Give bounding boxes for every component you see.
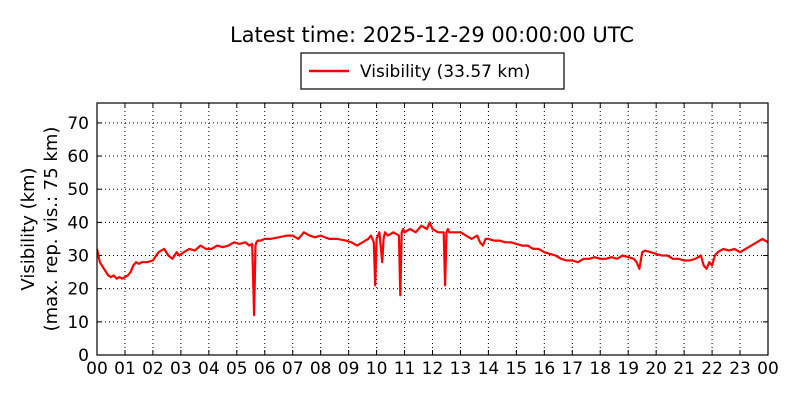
x-tick-label: 22: [701, 359, 723, 379]
x-tick-label: 15: [506, 359, 528, 379]
y-axis-label: Visibility (km): [18, 167, 39, 290]
x-tick-label: 04: [198, 359, 220, 379]
x-tick-label: 06: [254, 359, 276, 379]
x-tick-label: 11: [394, 359, 416, 379]
x-tick-label: 13: [450, 359, 472, 379]
x-tick-label: 14: [478, 359, 500, 379]
legend-label: Visibility (33.57 km): [360, 62, 530, 82]
x-tick-label: 21: [673, 359, 695, 379]
y-tick-label: 40: [67, 213, 89, 233]
x-tick-label: 18: [589, 359, 611, 379]
x-tick-labels: 00 01 02 03 04 05 06 07 08 09 10 11 12 13 14 15 16 17 18 19…: [86, 359, 779, 379]
legend: Visibility (33.57 km): [300, 52, 565, 90]
x-tick-label: 00: [86, 359, 108, 379]
y-tick-labels: 0 10 20 30 40 50 60 70: [67, 114, 89, 366]
x-tick-label: 02: [142, 359, 164, 379]
y-tick-label: 10: [67, 313, 89, 333]
x-tick-label: 07: [282, 359, 304, 379]
y-tick-label: 60: [67, 147, 89, 167]
y-axis-label-sub: (max. rep. vis.: 75 km): [41, 127, 62, 332]
y-tick-label: 30: [67, 247, 89, 267]
series-line-visibility: [97, 221, 768, 317]
x-tick-label: 03: [170, 359, 192, 379]
x-tick-label: 16: [534, 359, 556, 379]
x-tick-label: 01: [114, 359, 136, 379]
x-tick-label: 00: [757, 359, 779, 379]
chart-title: Latest time: 2025-12-29 00:00:00 UTC: [230, 23, 634, 47]
y-tick-label: 70: [67, 114, 89, 134]
x-tick-label: 20: [645, 359, 667, 379]
x-tick-label: 12: [422, 359, 444, 379]
plot-frame: [96, 102, 769, 356]
x-tick-label: 10: [366, 359, 388, 379]
x-tick-label: 09: [338, 359, 360, 379]
x-tick-label: 05: [226, 359, 248, 379]
x-tick-label: 23: [729, 359, 751, 379]
y-tick-label: 50: [67, 180, 89, 200]
x-tick-label: 17: [561, 359, 583, 379]
y-tick-label: 20: [67, 280, 89, 300]
x-tick-label: 08: [310, 359, 332, 379]
y-tick-label: 0: [78, 346, 89, 366]
x-tick-label: 19: [617, 359, 639, 379]
